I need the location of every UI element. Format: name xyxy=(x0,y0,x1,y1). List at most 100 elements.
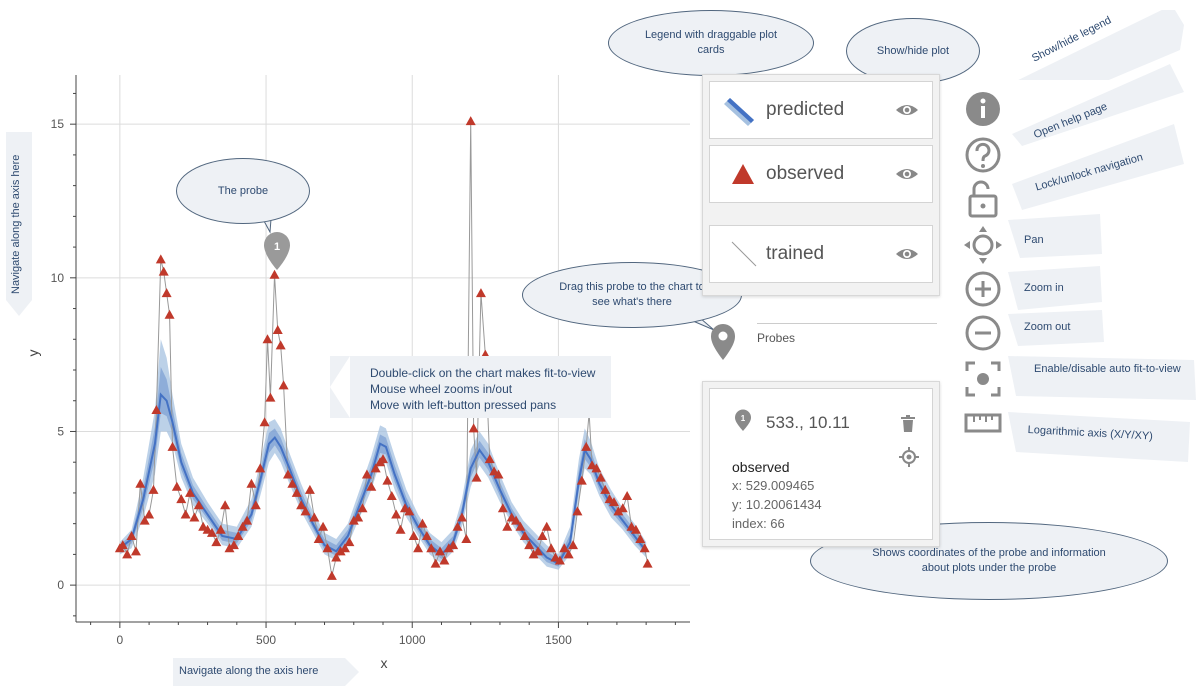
eye-icon[interactable] xyxy=(892,162,922,186)
zoom-out-label: Zoom out xyxy=(1024,321,1071,333)
observed-point xyxy=(275,340,286,350)
observed-point xyxy=(348,515,359,525)
observed-point xyxy=(366,481,377,491)
fit-to-view-icon[interactable] xyxy=(964,360,1002,398)
probe-drag-icon[interactable] xyxy=(708,322,738,362)
observed-point xyxy=(608,497,619,507)
observed-point xyxy=(246,478,257,488)
observed-point xyxy=(259,417,270,427)
observed-markers-layer xyxy=(114,116,653,580)
observed-point xyxy=(378,454,388,464)
observed-point xyxy=(361,469,372,479)
observed-point xyxy=(413,543,424,553)
observed-point xyxy=(468,423,479,433)
observed-point xyxy=(185,487,196,497)
observed-point xyxy=(617,503,628,513)
observed-point xyxy=(568,540,579,550)
observed-point xyxy=(126,530,137,540)
observed-point xyxy=(600,484,611,494)
probe-coords: 533., 10.11 xyxy=(766,413,850,432)
pan-label: Pan xyxy=(1024,234,1044,246)
target-icon[interactable] xyxy=(899,447,919,467)
legend-card-observed[interactable]: observed xyxy=(709,145,933,203)
observed-point xyxy=(287,478,298,488)
legend-card-predicted[interactable]: predicted xyxy=(709,81,933,139)
trash-icon[interactable] xyxy=(900,415,916,433)
observed-point xyxy=(151,404,162,414)
observed-point xyxy=(135,478,146,488)
log-axis-flag: Logarithmic axis (X/Y/XY) xyxy=(1008,412,1190,462)
observed-point xyxy=(502,521,513,531)
observed-point xyxy=(572,506,583,516)
observed-point xyxy=(309,512,320,522)
observed-point xyxy=(233,530,244,540)
observed-point xyxy=(408,530,419,540)
observed-point xyxy=(532,546,543,556)
x-axis-title: x xyxy=(381,655,388,671)
chart-probe-marker[interactable]: 1 xyxy=(264,232,290,270)
probe-card[interactable]: 1 533., 10.11 observed x: 529.009465 y: … xyxy=(709,388,933,540)
observed-point xyxy=(122,549,133,559)
observed-point xyxy=(595,472,606,482)
y-nav-flag: Navigate along the axis here xyxy=(6,132,32,316)
observed-point xyxy=(255,463,266,473)
zoom-in-icon[interactable] xyxy=(964,270,1002,308)
info-icon[interactable] xyxy=(964,90,1002,128)
observed-point xyxy=(250,500,261,510)
observed-point xyxy=(471,472,482,482)
observed-point xyxy=(278,380,289,390)
observed-point xyxy=(613,506,624,516)
plot-area[interactable]: 0 500 1000 1500 0 5 10 15 1 x y xyxy=(0,0,700,688)
legend-callout-text: Legend with draggable plot cards xyxy=(644,29,778,56)
observed-point xyxy=(282,469,293,479)
probe-index-value: index: 66 xyxy=(732,516,785,531)
ruler-icon[interactable] xyxy=(964,408,1002,438)
observed-point xyxy=(291,487,302,497)
observed-point xyxy=(519,530,530,540)
probe-callout-text: The probe xyxy=(217,184,269,197)
pan-icon[interactable] xyxy=(964,226,1002,264)
y-axis-title: y xyxy=(25,350,41,357)
observed-point xyxy=(639,543,650,553)
eye-icon[interactable] xyxy=(892,98,922,122)
chart-axes[interactable]: 0 500 1000 1500 0 5 10 15 xyxy=(51,75,690,647)
x-tick-label: 500 xyxy=(256,633,276,647)
probe-x-value: x: 529.009465 xyxy=(732,478,815,493)
legend-card-trained[interactable]: trained xyxy=(709,225,933,283)
observed-point xyxy=(452,521,463,531)
help-box-arrow xyxy=(330,356,350,418)
observed-point xyxy=(541,521,552,531)
observed-point xyxy=(357,503,368,513)
legend-panel: predicted observed trained xyxy=(702,74,940,296)
eye-icon[interactable] xyxy=(892,242,922,266)
x-tick-label: 1500 xyxy=(545,633,572,647)
observed-point xyxy=(395,524,406,534)
x-tick-label: 1000 xyxy=(399,633,426,647)
observed-point xyxy=(335,546,346,556)
observed-point xyxy=(322,543,333,553)
observed-point xyxy=(228,540,239,550)
predicted-inner-band xyxy=(119,366,647,567)
observed-point xyxy=(417,518,428,528)
observed-point xyxy=(421,530,432,540)
observed-point xyxy=(426,543,437,553)
observed-point xyxy=(435,546,446,556)
observed-point xyxy=(630,524,641,534)
observed-point xyxy=(148,484,159,494)
zoom-out-icon[interactable] xyxy=(964,314,1002,352)
trained-symbol-icon xyxy=(710,226,766,282)
auto-fit-flag: Enable/disable auto fit-to-view xyxy=(1008,356,1196,400)
help-icon[interactable] xyxy=(964,136,1002,174)
observed-point xyxy=(189,512,200,522)
show-hide-callout-text: Show/hide plot xyxy=(876,44,950,57)
observed-point xyxy=(158,266,169,276)
observed-point xyxy=(265,392,276,402)
lock-nav-flag: Lock/unlock navigation xyxy=(1008,124,1184,210)
observed-point xyxy=(318,521,329,531)
observed-point xyxy=(331,552,342,562)
probe-callout: The probe xyxy=(176,158,310,224)
zoom-in-flag: Zoom in xyxy=(1008,266,1102,310)
observed-point xyxy=(493,469,504,479)
probes-label: Probes xyxy=(757,331,796,345)
unlock-icon[interactable] xyxy=(964,180,1002,218)
